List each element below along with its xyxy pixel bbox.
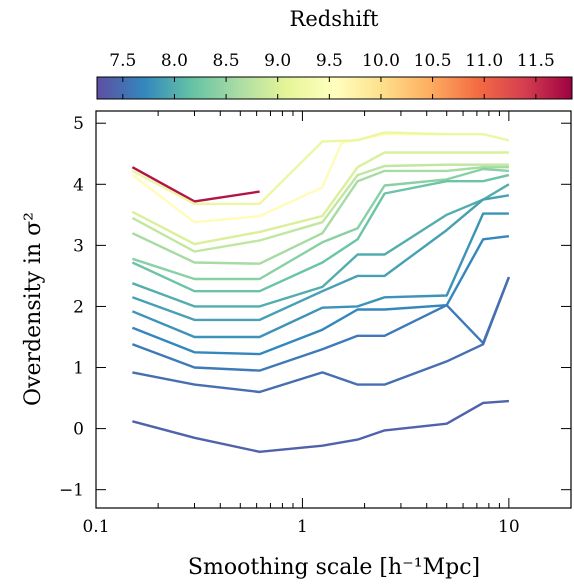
colorbar-tick-label: 8.5 bbox=[213, 51, 240, 71]
series-line-2 bbox=[131, 131, 510, 206]
colorbar-ticks bbox=[122, 77, 537, 99]
series-line-9 bbox=[131, 194, 510, 322]
series-line-13 bbox=[132, 276, 511, 394]
colorbar-tick-label: 9.5 bbox=[316, 51, 343, 71]
colorbar-tick-label: 10.0 bbox=[362, 51, 400, 71]
x-tick-label: 1 bbox=[297, 517, 308, 537]
y-tick-label: −1 bbox=[59, 481, 84, 501]
series-line-3 bbox=[131, 151, 509, 246]
y-tick-label: 3 bbox=[73, 236, 84, 256]
series-line-11 bbox=[131, 235, 510, 356]
colorbar bbox=[96, 76, 573, 100]
y-tick-label: 5 bbox=[73, 114, 84, 134]
x-tick-label: 0.1 bbox=[82, 517, 109, 537]
series-line-7 bbox=[131, 173, 510, 293]
colorbar-tick-labels: 7.5 8.0 8.5 9.0 9.5 10.0 10.5 11.0 11.5 bbox=[109, 51, 554, 71]
y-tick-label: 0 bbox=[73, 420, 84, 440]
series-line-4 bbox=[131, 163, 509, 253]
series-line-6 bbox=[132, 167, 509, 281]
y-tick-label: 4 bbox=[73, 175, 84, 195]
y-tick-labels: −1 0 1 2 3 4 5 bbox=[59, 114, 84, 500]
y-axis-label: Overdensity in σ² bbox=[21, 212, 46, 406]
series-line-5 bbox=[131, 165, 509, 265]
colorbar-title: Redshift bbox=[290, 7, 379, 31]
series-line-8 bbox=[131, 183, 510, 308]
x-tick-label: 10 bbox=[498, 517, 520, 537]
colorbar-tick-label: 9.0 bbox=[264, 51, 291, 71]
series-line-1 bbox=[131, 132, 447, 224]
colorbar-tick-label: 11.5 bbox=[517, 51, 555, 71]
plot-area bbox=[95, 110, 572, 509]
x-axis-label: Smoothing scale [h⁻¹Mpc] bbox=[188, 555, 480, 580]
y-tick-label: 2 bbox=[73, 297, 84, 317]
series-layer bbox=[131, 131, 511, 453]
series-line-12 bbox=[131, 276, 511, 372]
y-tick-label: 1 bbox=[73, 359, 84, 379]
axis-ticks bbox=[95, 111, 571, 508]
colorbar-tick-label: 11.0 bbox=[465, 51, 503, 71]
series-line-0 bbox=[131, 166, 260, 203]
colorbar-tick-label: 7.5 bbox=[109, 51, 136, 71]
series-line-10 bbox=[131, 212, 509, 339]
colorbar-tick-label: 10.5 bbox=[414, 51, 452, 71]
series-line-14 bbox=[132, 399, 509, 453]
colorbar-tick-label: 8.0 bbox=[161, 51, 188, 71]
x-tick-labels: 0.1 1 10 bbox=[82, 517, 519, 537]
